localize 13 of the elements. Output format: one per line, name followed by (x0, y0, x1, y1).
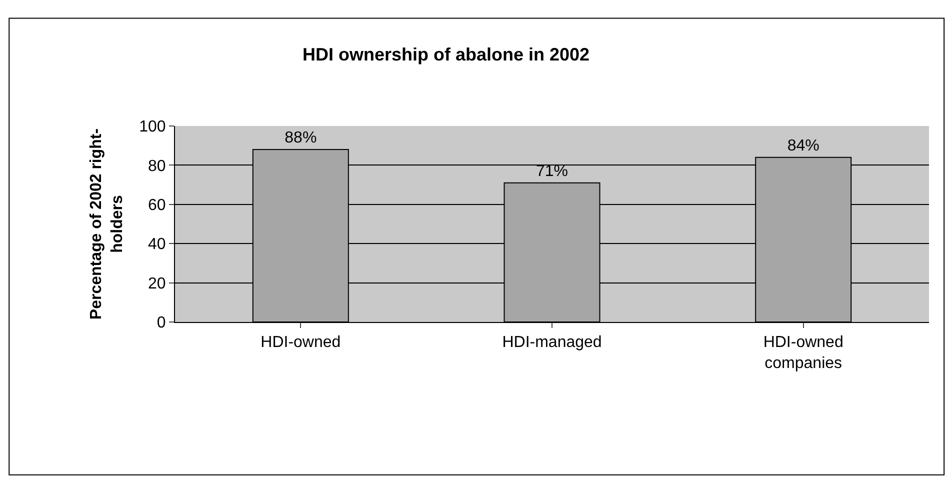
y-axis-title: Percentage of 2002 right-holders (88, 128, 126, 320)
y-tick-label: 0 (156, 314, 166, 332)
y-tick-label: 60 (148, 197, 166, 214)
y-tick-label: 80 (148, 158, 166, 175)
data-label: 88% (284, 130, 317, 147)
chart-title: HDI ownership of abalone in 2002 (302, 44, 590, 65)
y-tick-label: 100 (139, 118, 166, 136)
x-tick-label: HDI-owned companies (763, 334, 844, 372)
y-tick-label: 40 (148, 236, 166, 254)
x-tick-label: HDI-managed (502, 334, 602, 352)
x-tick-label: HDI-owned (260, 334, 341, 352)
y-tick-label: 20 (148, 275, 166, 292)
data-label: 84% (787, 137, 820, 154)
